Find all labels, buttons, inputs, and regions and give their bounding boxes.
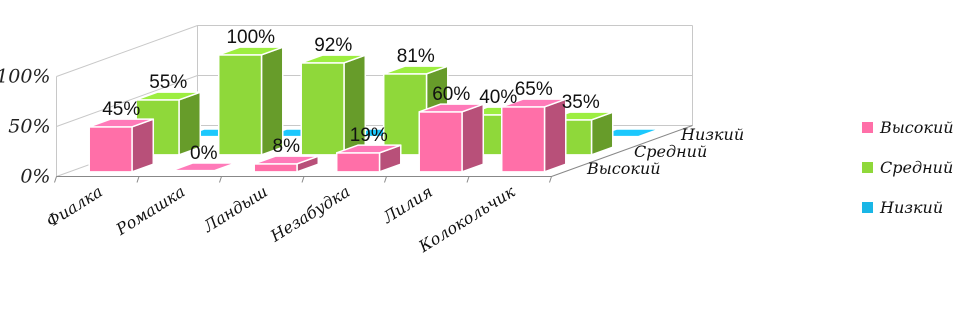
bar-высокий-незабудка xyxy=(335,144,402,173)
bar-средний-ландыш xyxy=(300,54,367,156)
data-label-средний-лилия: 40% xyxy=(479,87,517,108)
legend-label: Низкий xyxy=(879,198,943,217)
legend-label: Высокий xyxy=(879,118,954,137)
legend-swatch xyxy=(862,202,873,213)
bar-высокий-колокольчик xyxy=(500,98,567,173)
gridline xyxy=(56,25,693,77)
data-label-высокий-колокольчик: 65% xyxy=(515,79,553,100)
bars xyxy=(88,46,661,173)
data-label-средний-незабудка: 81% xyxy=(397,46,435,67)
x-tick-label: Незабудка xyxy=(266,182,353,246)
bar-средний-ромашка xyxy=(217,46,284,156)
x-axis-tick-mark xyxy=(549,176,552,183)
legend: Высокий Средний Низкий xyxy=(862,118,954,217)
legend-label: Средний xyxy=(880,158,953,177)
legend-swatch xyxy=(862,162,873,173)
data-label-высокий-лилия: 60% xyxy=(432,84,470,105)
depth-tick-label: Низкий xyxy=(680,125,744,144)
data-label-средний-ландыш: 92% xyxy=(314,35,352,56)
bar-высокий-лилия xyxy=(418,103,485,173)
data-label-высокий-ландыш: 8% xyxy=(273,136,301,157)
bar-высокий-ромашка xyxy=(170,162,237,173)
depth-tick-label: Высокий xyxy=(586,159,661,178)
x-axis-tick-mark xyxy=(466,176,470,183)
bar-высокий-фиалка xyxy=(88,118,155,173)
x-axis-tick-mark xyxy=(136,176,140,183)
y-axis-ticks: 0% 50% 100% xyxy=(0,66,51,188)
legend-item-средний: Средний xyxy=(862,158,953,177)
data-label-высокий-незабудка: 19% xyxy=(350,125,388,146)
legend-swatch xyxy=(862,122,873,133)
y-tick-label: 100% xyxy=(0,66,51,88)
data-label-средний-ромашка: 100% xyxy=(226,27,275,48)
data-label-высокий-ромашка: 0% xyxy=(190,143,218,164)
x-tick-label: Ромашка xyxy=(112,182,189,240)
x-tick-label: Лилия xyxy=(379,182,436,228)
data-label-высокий-фиалка: 45% xyxy=(102,99,140,120)
y-tick-label: 50% xyxy=(8,116,50,138)
legend-item-высокий: Высокий xyxy=(862,118,954,137)
bar-высокий-ландыш xyxy=(253,155,320,173)
legend-item-низкий: Низкий xyxy=(862,198,943,217)
depth-axis-line xyxy=(551,125,693,177)
data-labels: 55% 100% 92% 81% 40% 35% 45% 0% 8% 19% 60% 65% xyxy=(102,27,600,164)
x-axis-tick-mark xyxy=(301,176,305,183)
x-tick-label: Ландыш xyxy=(199,182,271,237)
x-tick-label: Фиалка xyxy=(43,182,106,231)
depth-tick-label: Средний xyxy=(634,142,707,161)
x-axis-tick-mark xyxy=(384,176,387,183)
data-label-средний-фиалка: 55% xyxy=(149,72,187,93)
data-label-средний-колокольчик: 35% xyxy=(562,92,600,113)
x-axis-tick-mark xyxy=(219,176,222,183)
y-tick-label: 0% xyxy=(20,166,50,188)
x-axis-tick-mark xyxy=(54,176,57,183)
